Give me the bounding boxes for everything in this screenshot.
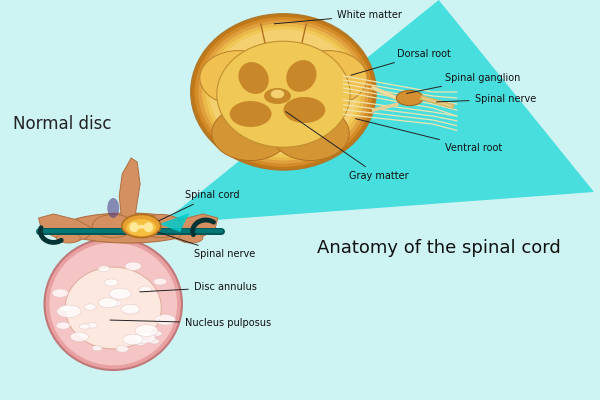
Ellipse shape (245, 49, 322, 104)
Ellipse shape (155, 314, 175, 325)
Ellipse shape (271, 106, 349, 160)
Text: Nucleus pulposus: Nucleus pulposus (110, 318, 271, 328)
Ellipse shape (124, 309, 134, 314)
Ellipse shape (140, 214, 182, 238)
Ellipse shape (125, 262, 141, 270)
Ellipse shape (397, 90, 423, 106)
Ellipse shape (149, 339, 160, 344)
Ellipse shape (86, 323, 97, 328)
Text: Disc annulus: Disc annulus (140, 282, 257, 292)
Text: Normal disc: Normal disc (13, 115, 112, 133)
Ellipse shape (70, 332, 88, 342)
Ellipse shape (144, 222, 153, 232)
Ellipse shape (198, 20, 368, 164)
Ellipse shape (44, 238, 182, 370)
Polygon shape (119, 158, 140, 224)
Ellipse shape (107, 198, 119, 218)
Ellipse shape (122, 214, 161, 238)
Ellipse shape (62, 213, 194, 243)
Polygon shape (38, 214, 95, 242)
Text: Spinal cord: Spinal cord (159, 190, 239, 221)
Text: Gray matter: Gray matter (286, 112, 409, 181)
Ellipse shape (217, 41, 350, 147)
Ellipse shape (121, 304, 140, 314)
Ellipse shape (191, 14, 376, 170)
Text: Ventral root: Ventral root (356, 119, 502, 153)
Ellipse shape (110, 300, 121, 306)
Ellipse shape (65, 267, 161, 349)
Ellipse shape (152, 331, 162, 336)
Text: Spinal nerve: Spinal nerve (158, 232, 255, 259)
Ellipse shape (52, 289, 68, 297)
Ellipse shape (109, 288, 131, 299)
Ellipse shape (116, 346, 128, 352)
Text: Spinal ganglion: Spinal ganglion (407, 73, 520, 94)
Ellipse shape (138, 225, 145, 229)
Ellipse shape (130, 222, 139, 232)
Text: White matter: White matter (274, 10, 402, 24)
Ellipse shape (179, 233, 203, 243)
Ellipse shape (61, 306, 72, 312)
Ellipse shape (57, 305, 81, 318)
Text: Spinal nerve: Spinal nerve (436, 94, 536, 104)
Ellipse shape (133, 332, 155, 343)
Ellipse shape (154, 278, 167, 285)
Ellipse shape (283, 97, 325, 123)
Ellipse shape (92, 214, 134, 238)
Ellipse shape (56, 322, 70, 329)
Ellipse shape (200, 50, 278, 105)
Ellipse shape (194, 17, 373, 167)
Ellipse shape (123, 334, 143, 345)
Polygon shape (164, 214, 218, 242)
Circle shape (271, 89, 284, 99)
Ellipse shape (206, 26, 361, 158)
Ellipse shape (98, 266, 110, 272)
Ellipse shape (104, 279, 118, 286)
Ellipse shape (135, 325, 158, 336)
Ellipse shape (230, 101, 272, 127)
Polygon shape (159, 213, 189, 232)
Ellipse shape (286, 60, 317, 92)
Ellipse shape (238, 62, 269, 94)
Ellipse shape (202, 23, 365, 160)
Ellipse shape (79, 324, 90, 329)
Ellipse shape (264, 88, 291, 104)
Ellipse shape (49, 243, 177, 365)
Ellipse shape (209, 30, 358, 154)
Ellipse shape (127, 219, 156, 236)
Ellipse shape (98, 298, 118, 308)
Text: Dorsal root: Dorsal root (351, 49, 451, 75)
Polygon shape (161, 0, 594, 224)
Ellipse shape (84, 304, 96, 310)
Ellipse shape (139, 286, 152, 293)
Text: Anatomy of the spinal cord: Anatomy of the spinal cord (317, 239, 560, 257)
Ellipse shape (289, 50, 367, 105)
Ellipse shape (56, 233, 80, 243)
Ellipse shape (135, 340, 146, 345)
Ellipse shape (92, 346, 103, 351)
Ellipse shape (212, 106, 289, 160)
